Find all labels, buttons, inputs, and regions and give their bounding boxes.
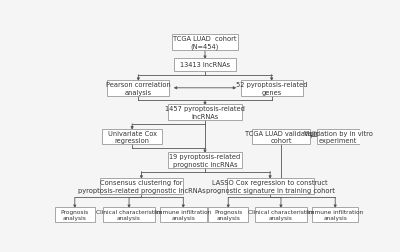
FancyBboxPatch shape: [252, 130, 310, 144]
Text: Univariate Cox
regression: Univariate Cox regression: [108, 130, 157, 144]
FancyBboxPatch shape: [160, 207, 206, 222]
Text: Prognosis
analysis: Prognosis analysis: [61, 209, 89, 220]
FancyBboxPatch shape: [227, 178, 314, 195]
FancyBboxPatch shape: [168, 152, 242, 168]
FancyBboxPatch shape: [241, 81, 303, 96]
Text: Consensus clustering for
pyroptosis-related prognostic lncRNAs: Consensus clustering for pyroptosis-rela…: [78, 180, 205, 193]
Text: Prognosis
analysis: Prognosis analysis: [214, 209, 242, 220]
FancyBboxPatch shape: [55, 207, 95, 222]
Text: LASSO Cox regression to construct
prognostic signature in training cohort: LASSO Cox regression to construct progno…: [206, 180, 334, 193]
FancyBboxPatch shape: [312, 207, 358, 222]
FancyBboxPatch shape: [208, 207, 248, 222]
Text: 52 pyroptosis-related
genes: 52 pyroptosis-related genes: [236, 82, 307, 95]
Text: Pearson correlation
analysis: Pearson correlation analysis: [106, 82, 171, 95]
Text: Immune infiltration
analysis: Immune infiltration analysis: [155, 209, 212, 220]
Text: Immune infiltration
analysis: Immune infiltration analysis: [307, 209, 363, 220]
FancyBboxPatch shape: [174, 59, 236, 72]
FancyBboxPatch shape: [107, 81, 169, 96]
FancyBboxPatch shape: [255, 207, 306, 222]
Text: 19 pyroptosis-related
prognostic lncRNAs: 19 pyroptosis-related prognostic lncRNAs: [169, 153, 241, 167]
Text: Clinical characteristics
analysis: Clinical characteristics analysis: [96, 209, 162, 220]
FancyBboxPatch shape: [317, 130, 360, 144]
FancyBboxPatch shape: [172, 35, 238, 51]
FancyBboxPatch shape: [168, 105, 242, 120]
FancyBboxPatch shape: [100, 178, 183, 195]
Text: TCGA LUAD validation
cohort: TCGA LUAD validation cohort: [244, 130, 317, 144]
FancyBboxPatch shape: [102, 129, 162, 145]
FancyBboxPatch shape: [104, 207, 155, 222]
Text: Validation by in vitro
experiment: Validation by in vitro experiment: [304, 130, 373, 144]
Text: Clinical characteristics
analysis: Clinical characteristics analysis: [248, 209, 314, 220]
Text: TCGA LUAD  cohort
(N=454): TCGA LUAD cohort (N=454): [173, 36, 237, 50]
Text: 1457 pyroptosis-related
lncRNAs: 1457 pyroptosis-related lncRNAs: [165, 106, 245, 119]
Text: 13413 lncRNAs: 13413 lncRNAs: [180, 62, 230, 68]
